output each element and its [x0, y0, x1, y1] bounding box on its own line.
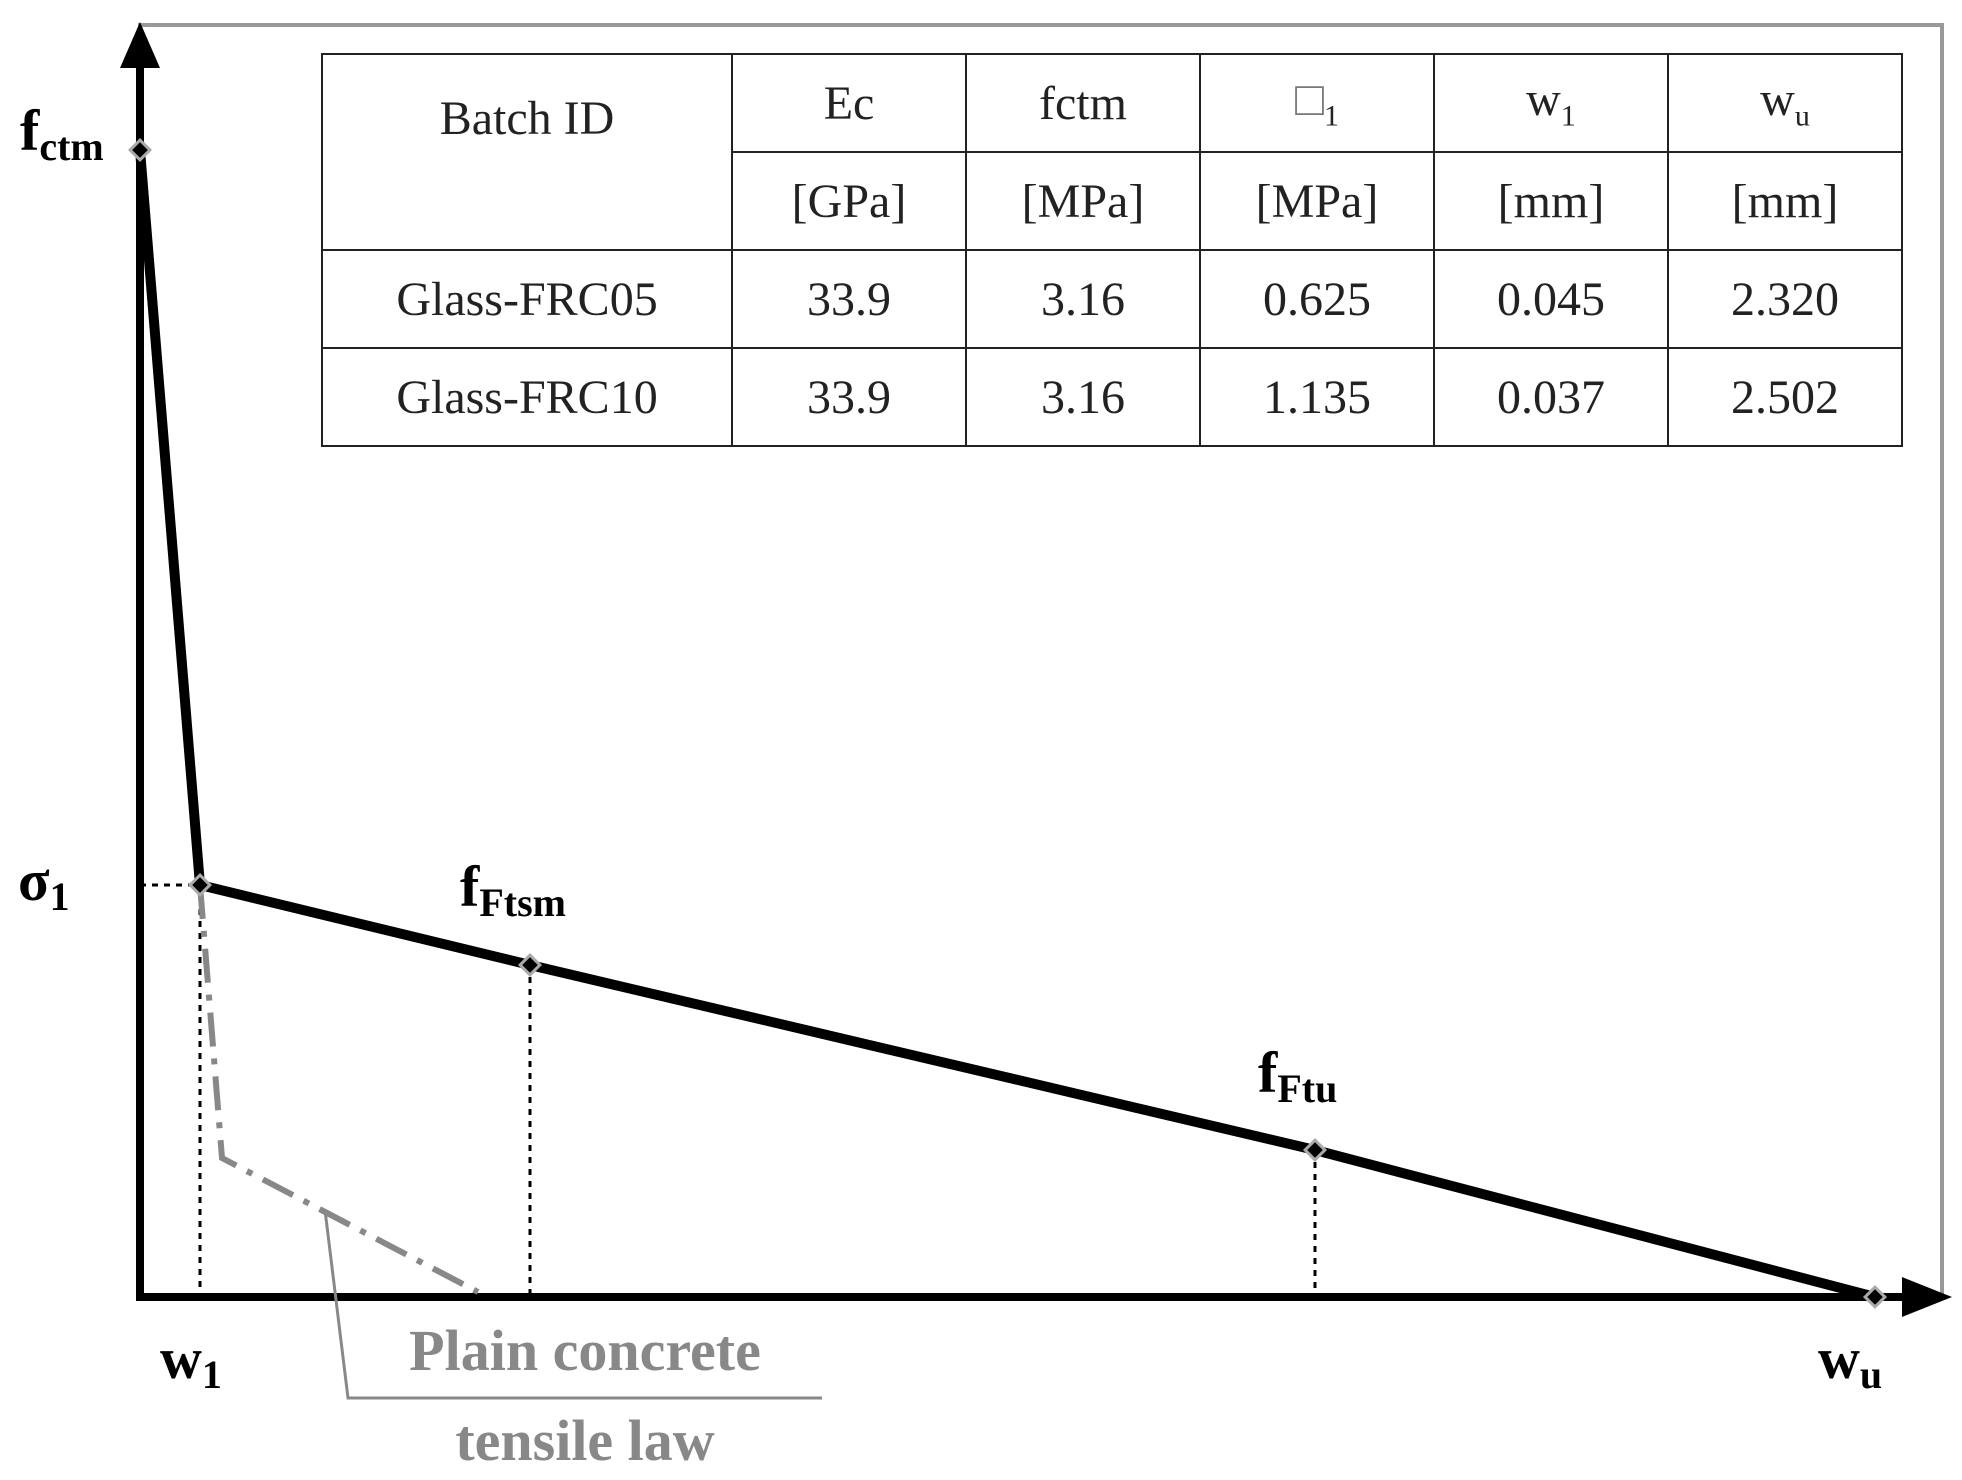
header-ec: Ec [731, 53, 967, 153]
cell-sigma1: 1.135 [1199, 347, 1435, 447]
header-w1: w1 [1433, 53, 1669, 153]
plain-concrete-leader [323, 1209, 822, 1400]
cell-wu: 2.320 [1667, 249, 1903, 349]
header-sigma1: □1 [1199, 53, 1435, 153]
table-units-row: [GPa] [MPa] [MPa] [mm] [mm] [322, 151, 1903, 251]
ffts-label: fFtsm [460, 854, 566, 925]
marker-fctm [127, 137, 153, 163]
header-wu: wu [1667, 53, 1903, 153]
cell-sigma1: 0.625 [1199, 249, 1435, 349]
fctm-axis-label: fctm [20, 98, 104, 169]
parameters-table: Batch ID Ec fctm □1 w1 wu [GPa] [MPa] [M… [321, 53, 1903, 447]
sigma1-label: σ1 [18, 848, 70, 919]
marker-fftu [1302, 1137, 1328, 1163]
fftu-label: fFtu [1258, 1040, 1337, 1111]
unit-fctm: [MPa] [965, 151, 1201, 251]
plain-concrete-law-curve [197, 884, 480, 1295]
header-batch-id: Batch ID [321, 53, 733, 251]
cell-fctm: 3.16 [965, 347, 1201, 447]
w1-axis-label: w1 [160, 1326, 222, 1397]
cell-fctm: 3.16 [965, 249, 1201, 349]
marker-wu [1862, 1284, 1888, 1310]
header-fctm: fctm [965, 53, 1201, 153]
cell-w1: 0.045 [1433, 249, 1669, 349]
plain-concrete-label-line1: Plain concrete [409, 1318, 761, 1383]
cell-w1: 0.037 [1433, 347, 1669, 447]
marker-sigma1 [187, 872, 213, 898]
cell-wu: 2.502 [1667, 347, 1903, 447]
wu-axis-label: wu [1818, 1326, 1882, 1397]
plain-concrete-label-line2: tensile law [455, 1408, 714, 1473]
table-row: Glass-FRC10 33.9 3.16 1.135 0.037 2.502 [321, 347, 1903, 447]
unit-wu: [mm] [1667, 151, 1903, 251]
cell-ec: 33.9 [731, 249, 967, 349]
unit-sigma1: [MPa] [1199, 151, 1435, 251]
x-axis-arrow-icon [1902, 1277, 1952, 1317]
unit-w1: [mm] [1433, 151, 1669, 251]
table-header-row: Batch ID Ec fctm □1 w1 wu [321, 53, 1903, 251]
marker-ffts [517, 952, 543, 978]
cell-batch-id: Glass-FRC05 [321, 249, 733, 349]
unit-ec: [GPa] [731, 151, 967, 251]
cell-batch-id: Glass-FRC10 [321, 347, 733, 447]
table-row: Glass-FRC05 33.9 3.16 0.625 0.045 2.320 [321, 249, 1903, 349]
cell-ec: 33.9 [731, 347, 967, 447]
y-axis-arrow-icon [120, 22, 160, 68]
